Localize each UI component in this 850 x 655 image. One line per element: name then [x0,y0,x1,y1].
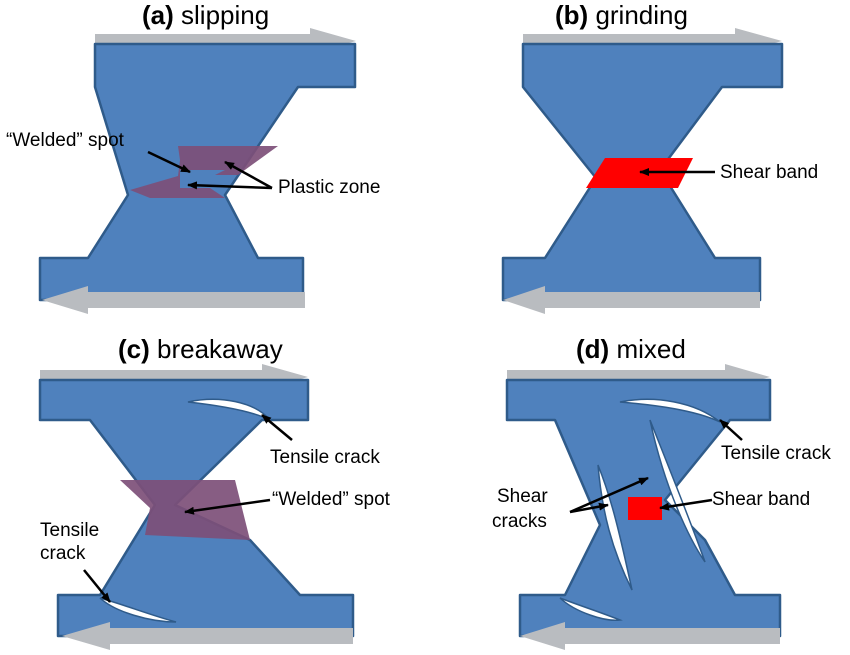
panel-d-shear-band [628,497,662,520]
panel-a-letter: (a) [142,0,174,30]
panel-a-name: slipping [181,0,269,30]
panel-d: (d) mixed Tensile crack Shear cracks She… [492,334,831,650]
panel-d-bottom-tensile-crack [559,597,623,621]
panel-c-welded-label: “Welded” spot [272,489,391,510]
panel-d-shear-cracks-label-1: Shear [497,486,548,507]
panel-d-title: (d) mixed [576,334,686,364]
panel-a: (a) slipping “Welded” spot Plastic zone [6,0,380,314]
panel-a-welded-label: “Welded” spot [6,130,125,151]
panel-a-bottom-motion-arrow [42,286,305,314]
panel-b-name: grinding [595,0,688,30]
panel-d-shear-cracks-label-2: cracks [492,511,547,532]
panel-b-bottom-motion-arrow [503,286,760,314]
panel-a-plastic-label: Plastic zone [278,177,380,198]
panel-c-name: breakaway [157,334,283,364]
panel-a-plastic-pointer-1 [224,160,273,190]
panel-d-bottom-motion-arrow [520,622,780,650]
panel-c-asperity-body [38,378,355,638]
panel-c: (c) breakaway Tensile crack “Welded” spo… [38,334,391,650]
panel-b-title: (b) grinding [555,0,688,30]
panel-d-shear-band-label: Shear band [712,489,810,510]
panel-d-shear-crack-pointer-2 [569,502,609,514]
panel-a-plastic-pointer-2 [187,181,273,190]
panel-d-shear-band-pointer [659,498,713,511]
panel-c-bottom-motion-arrow [62,622,353,650]
panel-b: (b) grinding Shear band [501,0,818,314]
panel-d-name: mixed [616,334,685,364]
panel-a-welded-pointer [147,150,191,174]
panel-b-shear-label: Shear band [720,162,818,183]
panel-c-tensile-left-label-2: crack [40,543,86,564]
panel-c-tensile-top-pointer [261,414,293,441]
panel-c-welded-pointer [184,498,271,515]
panel-a-title: (a) slipping [142,0,269,30]
panel-d-tensile-pointer [719,419,743,441]
panel-d-tensile-label: Tensile crack [721,443,831,464]
panel-d-letter: (d) [576,334,609,364]
panel-c-tensile-top-label: Tensile crack [270,447,380,468]
panel-c-bottom-tensile-crack [99,597,177,623]
panel-c-tensile-left-label-1: Tensile [40,520,99,541]
panel-c-title: (c) breakaway [118,334,283,364]
panel-c-tensile-left-pointer [83,569,111,603]
panel-d-shear-crack-pointer-1 [569,476,649,514]
panel-b-letter: (b) [555,0,588,30]
panel-d-shear-crack-right [649,419,706,563]
panel-c-letter: (c) [118,334,150,364]
